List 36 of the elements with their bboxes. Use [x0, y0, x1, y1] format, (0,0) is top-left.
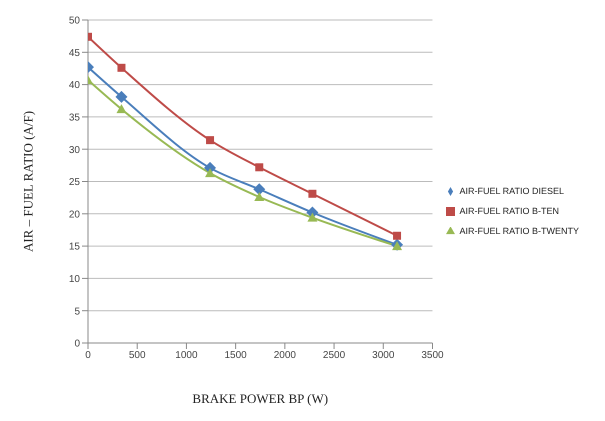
point	[115, 90, 128, 103]
legend-label: AIR-FUEL RATIO B-TWENTY	[459, 226, 579, 236]
point	[116, 104, 126, 114]
x-tick-label: 0	[85, 350, 92, 362]
point	[254, 192, 264, 202]
y-tick-label: 35	[68, 112, 80, 124]
point	[392, 241, 402, 250]
legend-label: AIR-FUEL RATIO DIESEL	[459, 186, 564, 196]
x-axis-title: BRAKE POWER BP (W)	[192, 391, 328, 406]
x-tick-label: 1500	[224, 350, 248, 362]
y-tick-label: 40	[68, 80, 80, 92]
y-tick-label: 5	[74, 306, 80, 318]
x-tick-label: 500	[128, 350, 146, 362]
x-tick-label: 1000	[175, 350, 198, 362]
point	[206, 136, 214, 144]
y-tick-label: 10	[68, 274, 80, 285]
y-tick-label: 0	[74, 338, 80, 350]
x-tick-label: 3500	[421, 350, 444, 362]
x-tick-label: 2000	[274, 350, 296, 362]
point	[253, 183, 266, 196]
legend-label: AIR-FUEL RATIO B-TEN	[459, 206, 559, 216]
y-tick-label: 30	[68, 144, 80, 156]
y-tick-label: 45	[68, 48, 80, 59]
point	[393, 232, 402, 240]
point	[307, 212, 318, 222]
y-tick-label: 50	[68, 16, 80, 27]
y-tick-label: 25	[68, 177, 80, 188]
point	[255, 163, 264, 172]
x-tick-label: 3000	[372, 350, 395, 362]
y-tick-label: 20	[68, 209, 80, 220]
x-tick-label: 2500	[322, 350, 346, 362]
point	[205, 168, 216, 178]
point	[308, 190, 316, 198]
y-axis-title: AIR – FUEL RATIO (A/F)	[20, 110, 36, 252]
y-tick-label: 15	[68, 242, 80, 253]
point	[117, 64, 126, 72]
